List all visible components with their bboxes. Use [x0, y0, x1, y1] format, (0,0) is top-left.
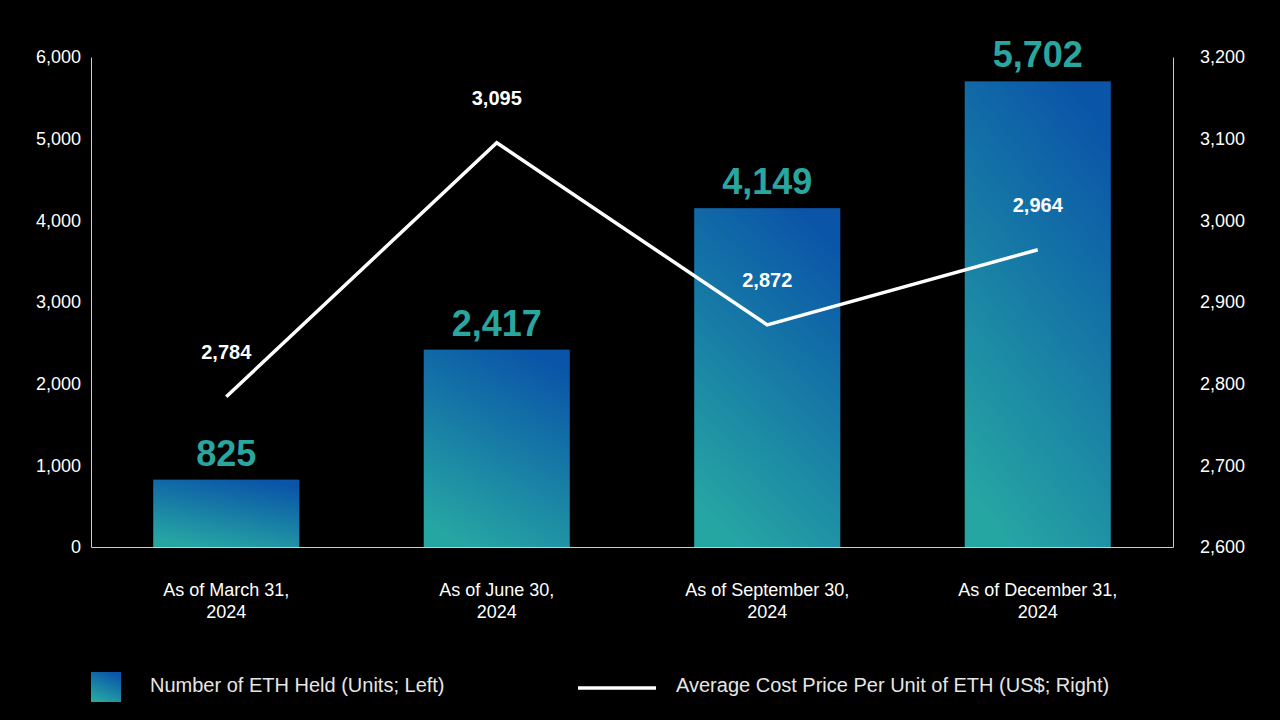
bar-label: 825 — [196, 433, 256, 474]
data-labels: 825 2,417 4,149 5,702 2,784 3,095 2,872 2,964 — [196, 34, 1083, 473]
x-axis: As of March 31,2024 As of June 30,2024 As … — [92, 547, 1174, 622]
x-tick-label: As of March 31,2024 — [163, 580, 289, 623]
y-tick: 2,000 — [36, 374, 91, 394]
y-axis-line — [91, 58, 92, 548]
y2-axis: 2,600 2,700 2,800 2,900 3,000 3,100 3,200 — [1173, 47, 1245, 557]
y2-tick: 2,700 — [1173, 456, 1245, 476]
y-tick-label: 0 — [71, 537, 81, 557]
y-tick: 6,000 — [36, 47, 91, 67]
legend-label: Average Cost Price Per Unit of ETH (US$;… — [676, 674, 1109, 696]
bar-label: 2,417 — [452, 303, 542, 344]
x-tick-label: As of September 30,2024 — [685, 580, 849, 623]
plot-area — [153, 81, 1111, 547]
legend-item: Average Cost Price Per Unit of ETH (US$;… — [578, 674, 1109, 696]
bar — [153, 480, 299, 547]
y-axis: 0 1,000 2,000 3,000 4,000 5,000 6,000 — [36, 47, 92, 557]
y-tick-label: 6,000 — [36, 47, 81, 67]
y2-tick-label: 2,700 — [1200, 456, 1245, 476]
y2-tick: 3,000 — [1173, 211, 1245, 231]
y2-tick: 3,100 — [1173, 129, 1245, 149]
x-tick-label: As of December 31,2024 — [958, 580, 1117, 623]
line-label: 2,784 — [201, 341, 252, 363]
y2-tick-label: 3,000 — [1200, 211, 1245, 231]
bar — [694, 208, 840, 547]
background — [0, 0, 1280, 720]
x-tick: As of September 30,2024 — [685, 547, 849, 622]
legend-line-swatch — [578, 686, 656, 690]
x-tick: As of December 31,2024 — [958, 547, 1117, 622]
legend-label: Number of ETH Held (Units; Left) — [150, 674, 445, 696]
legend-bar-swatch — [91, 672, 121, 702]
bar — [965, 81, 1111, 547]
line-label: 3,095 — [472, 87, 522, 109]
y-tick: 3,000 — [36, 292, 91, 312]
y2-tick: 2,900 — [1173, 292, 1245, 312]
y2-tick: 2,800 — [1173, 374, 1245, 394]
bar — [424, 350, 570, 547]
bar-label: 5,702 — [993, 34, 1083, 75]
x-tick: As of June 30,2024 — [439, 547, 554, 622]
x-tick-label: As of June 30,2024 — [439, 580, 554, 623]
y-tick-label: 2,000 — [36, 374, 81, 394]
y2-tick-label: 2,600 — [1200, 537, 1245, 557]
legend-item: Number of ETH Held (Units; Left) — [91, 672, 445, 702]
legend: Number of ETH Held (Units; Left) Average … — [91, 672, 1109, 702]
y-tick: 5,000 — [36, 129, 91, 149]
x-tick: As of March 31,2024 — [163, 547, 289, 622]
line — [226, 143, 1038, 397]
y2-tick: 2,600 — [1173, 537, 1245, 557]
line-label: 2,964 — [1013, 194, 1064, 216]
y2-tick-label: 2,800 — [1200, 374, 1245, 394]
y-tick: 0 — [71, 537, 91, 557]
y-tick-label: 5,000 — [36, 129, 81, 149]
y2-tick-label: 3,200 — [1200, 47, 1245, 67]
y2-tick-label: 2,900 — [1200, 292, 1245, 312]
y-tick: 1,000 — [36, 456, 91, 476]
x-axis-line — [92, 547, 1174, 548]
bar-label: 4,149 — [722, 161, 812, 202]
y-tick-label: 1,000 — [36, 456, 81, 476]
line-label: 2,872 — [742, 269, 792, 291]
y2-axis-line — [1173, 58, 1174, 548]
y2-tick-label: 3,100 — [1200, 129, 1245, 149]
y-tick-label: 3,000 — [36, 292, 81, 312]
y-tick-label: 4,000 — [36, 211, 81, 231]
y-tick: 4,000 — [36, 211, 91, 231]
chart: 0 1,000 2,000 3,000 4,000 5,000 6,000 2,600 2,70… — [0, 0, 1280, 720]
y2-tick: 3,200 — [1173, 47, 1245, 67]
